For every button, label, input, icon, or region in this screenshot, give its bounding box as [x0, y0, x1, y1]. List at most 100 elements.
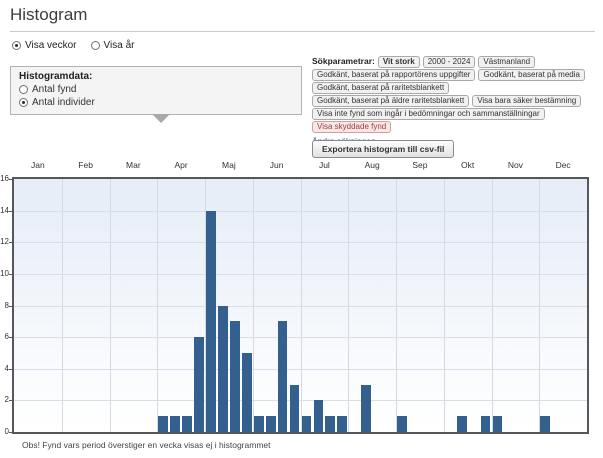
gridline-horizontal	[14, 274, 587, 275]
gridline-horizontal	[14, 242, 587, 243]
radio-option-antal-fynd[interactable]: Antal fynd	[19, 84, 293, 95]
radio-option-visa-veckor[interactable]: Visa veckor	[12, 40, 77, 51]
histogram-bar-week-30	[361, 384, 372, 432]
histogram-bar-week-25	[301, 416, 312, 432]
radio-dot-icon	[22, 101, 25, 104]
y-axis-tick	[9, 369, 12, 370]
histogram-bar-week-40	[480, 416, 491, 432]
histogram-bar-week-28	[337, 416, 348, 432]
histogramdata-option-row: Antal individer	[19, 97, 293, 108]
view-toggle-radio-group: Visa veckor Visa år	[12, 40, 134, 51]
radio-label[interactable]: Visa år	[103, 40, 135, 51]
radio-label[interactable]: Visa veckor	[25, 40, 77, 51]
histogram-chart: Jan Feb Mar Apr Maj Jun Jul Aug Sep Okt Nov Dec 0 2 4 6…	[0, 158, 603, 448]
month-label-aug: Aug	[364, 160, 380, 170]
y-axis-tick	[9, 179, 12, 180]
chart-footnote: Obs! Fynd vars period överstiger en veck…	[22, 440, 271, 450]
histogram-bar-week-33	[397, 416, 407, 432]
gridline-horizontal	[14, 306, 587, 307]
search-param-tag-visa-bara-s-ker-best-mning: Visa bara säker bestämning	[472, 95, 582, 107]
histogram-bar-week-14	[170, 416, 181, 432]
gridline-vertical	[396, 179, 397, 432]
y-axis-label-12: 12	[0, 237, 9, 246]
gridline-vertical	[253, 179, 254, 432]
month-label-sep: Sep	[412, 160, 428, 170]
gridline-vertical	[205, 179, 206, 432]
y-axis-label-0: 0	[4, 427, 9, 436]
histogram-bar-week-20	[241, 352, 252, 432]
search-param-tag-visa-skyddade-fynd: Visa skyddade fynd	[312, 121, 392, 133]
search-params-row: Godkänt, baserat på äldre raritetsblanke…	[312, 95, 603, 107]
search-params-row: Visa inte fynd som ingår i bedömningar o…	[312, 108, 603, 120]
search-params-label: Sökparametrar:	[312, 56, 375, 66]
month-label-jun: Jun	[269, 160, 284, 170]
panel-pointer-icon	[152, 114, 170, 123]
y-axis-tick	[9, 432, 12, 433]
y-axis-label-8: 8	[4, 301, 9, 310]
radio-icon[interactable]	[90, 41, 100, 50]
histogram-bar-week-45	[540, 416, 551, 432]
search-param-tag-visa-inte-fynd-som-ing-r-i-bed-mningar-och-sammanst-llningar: Visa inte fynd som ingår i bedömningar o…	[312, 108, 545, 120]
search-params-panel: Sökparametrar: Vit stork 2000 - 2024 Västma…	[312, 56, 603, 147]
histogram-bar-week-23	[277, 321, 288, 432]
y-axis-label-16: 16	[0, 174, 9, 183]
gridline-vertical	[301, 179, 302, 432]
histogramdata-panel: Histogramdata: Antal fynd Antal individer	[10, 66, 302, 123]
y-axis-tick	[9, 306, 12, 307]
chart-plot-area	[12, 177, 589, 434]
histogram-bar-week-19	[229, 321, 240, 432]
search-param-tag-vit-stork: Vit stork	[377, 56, 420, 68]
gridline-vertical	[492, 179, 493, 432]
search-params-row: Godkänt, baserat på raritetsblankett	[312, 82, 603, 94]
radio-option-visa-r[interactable]: Visa år	[90, 40, 135, 51]
month-label-maj: Maj	[222, 160, 236, 170]
month-label-apr: Apr	[174, 160, 188, 170]
page-title: Histogram	[10, 5, 88, 24]
histogram-bar-week-18	[218, 305, 228, 432]
histogram-bar-week-41	[492, 416, 503, 432]
histogramdata-panel-title: Histogramdata:	[19, 71, 93, 82]
gridline-vertical	[539, 179, 540, 432]
gridline-horizontal	[14, 369, 587, 370]
histogram-bar-week-13	[158, 416, 169, 432]
gridline-vertical	[157, 179, 158, 432]
search-param-tag-godk-nt-baserat-p-media: Godkänt, baserat på media	[478, 69, 585, 81]
radio-option-antal-individer[interactable]: Antal individer	[19, 97, 293, 108]
month-label-okt: Okt	[461, 160, 475, 170]
y-axis-label-2: 2	[4, 395, 9, 404]
histogram-bar-week-24	[289, 384, 300, 432]
export-csv-button[interactable]: Exportera histogram till csv-fil	[312, 140, 455, 158]
month-label-jul: Jul	[318, 160, 330, 170]
histogramdata-option-row: Antal fynd	[19, 84, 293, 95]
histogramdata-radio-group: Antal fynd Antal individer	[19, 84, 293, 108]
histogram-bar-week-26	[313, 400, 324, 432]
radio-icon[interactable]	[19, 98, 28, 107]
radio-label[interactable]: Antal fynd	[32, 84, 77, 95]
gridline-vertical	[348, 179, 349, 432]
month-label-jan: Jan	[31, 160, 45, 170]
month-label-dec: Dec	[555, 160, 571, 170]
y-axis-label-4: 4	[4, 364, 9, 373]
gridline-horizontal	[14, 211, 587, 212]
search-param-tag-godk-nt-baserat-p-raritetsblankett: Godkänt, baserat på raritetsblankett	[312, 82, 450, 94]
radio-label[interactable]: Antal individer	[32, 97, 95, 108]
radio-icon[interactable]	[12, 41, 21, 50]
search-param-tag-godk-nt-baserat-p-ldre-raritetsblankett: Godkänt, baserat på äldre raritetsblanke…	[312, 95, 470, 107]
histogram-bar-week-22	[265, 416, 276, 432]
y-axis-label-14: 14	[0, 206, 9, 215]
gridline-vertical	[110, 179, 111, 432]
search-param-tag-godk-nt-baserat-p-rapport-rens-uppgifter: Godkänt, baserat på rapportörens uppgift…	[312, 69, 476, 81]
histogram-bar-week-21	[253, 416, 264, 432]
search-param-tag-2000-2024: 2000 - 2024	[422, 56, 476, 68]
month-label-mar: Mar	[126, 160, 141, 170]
histogram-bar-week-17	[206, 210, 216, 432]
month-label-nov: Nov	[507, 160, 523, 170]
radio-icon[interactable]	[19, 85, 28, 94]
radio-dot-icon	[15, 44, 18, 47]
y-axis-tick	[9, 337, 12, 338]
y-axis-tick	[9, 400, 12, 401]
y-axis-label-6: 6	[4, 332, 9, 341]
gridline-horizontal	[14, 400, 587, 401]
histogram-bar-week-38	[456, 416, 467, 432]
